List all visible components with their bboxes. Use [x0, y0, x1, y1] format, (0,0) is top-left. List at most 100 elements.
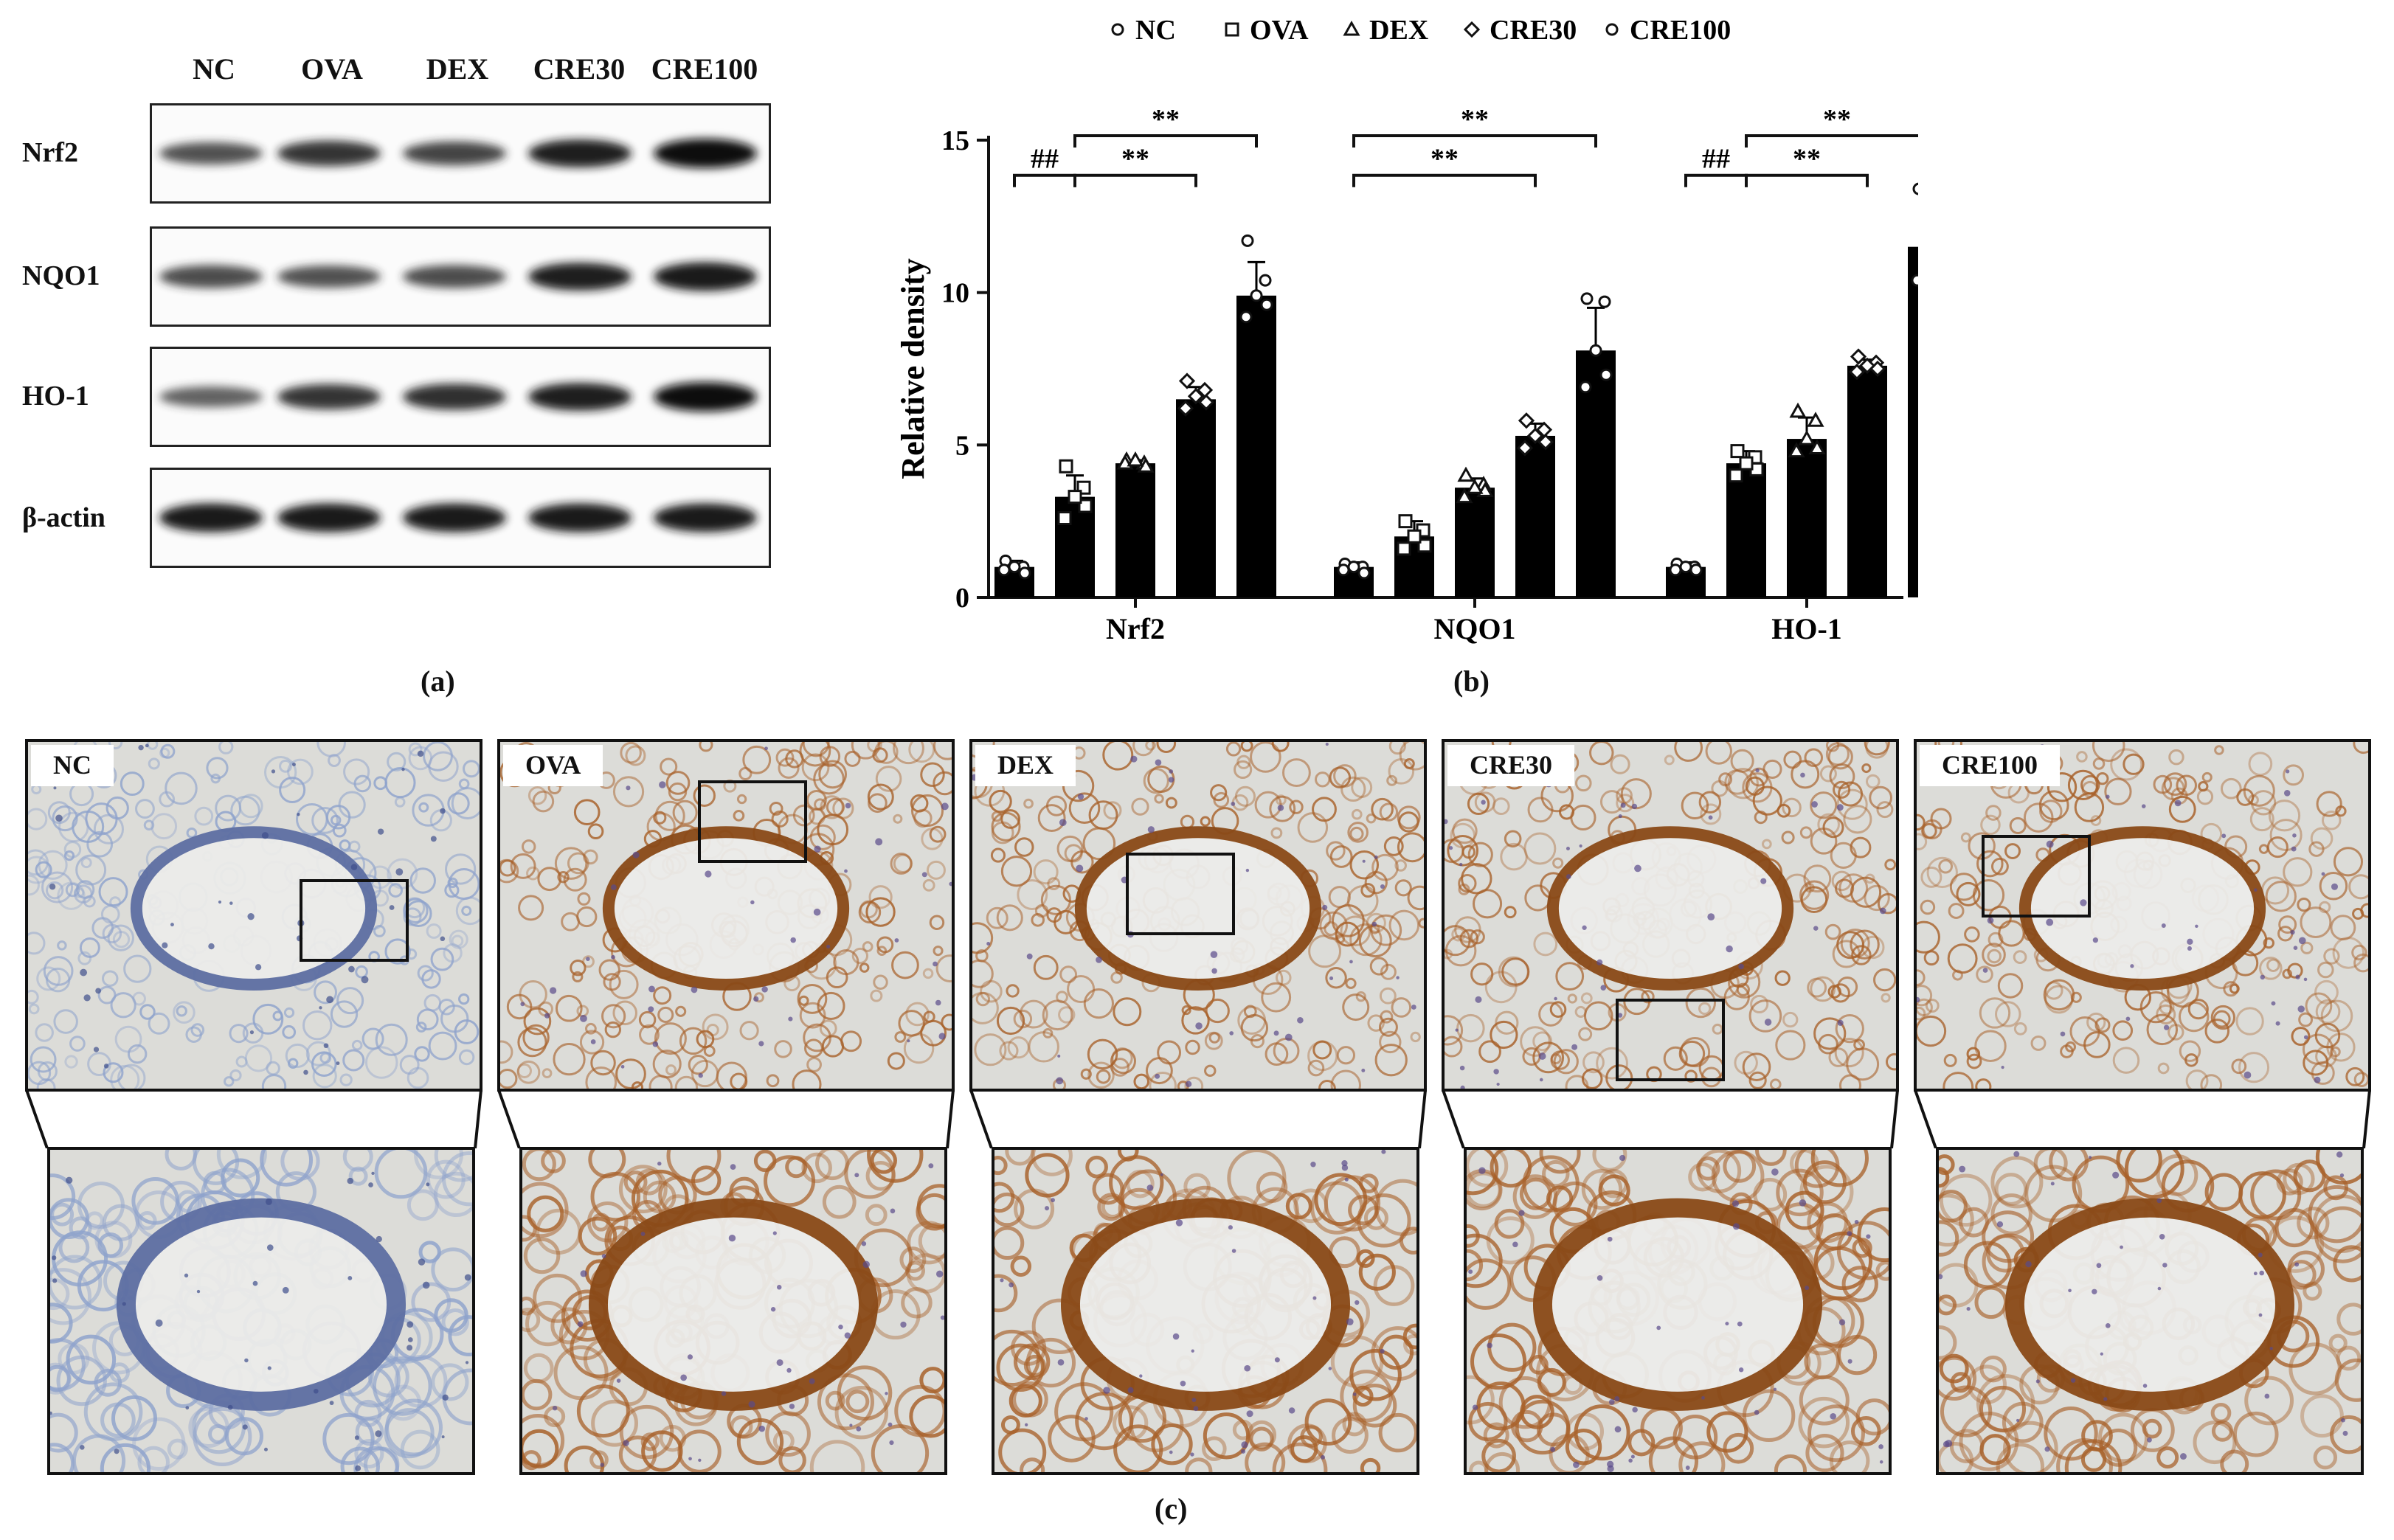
data-point	[1111, 23, 1124, 36]
blot-label-beta-actin: β-actin	[22, 502, 105, 533]
data-point	[1518, 412, 1535, 429]
ihc-group-label: CRE100	[1920, 745, 2061, 786]
blot-band	[403, 141, 506, 166]
data-point	[1398, 514, 1413, 529]
bar	[1847, 365, 1887, 597]
data-point	[1850, 348, 1867, 365]
data-point	[1337, 563, 1350, 577]
data-point	[1526, 427, 1544, 445]
legend-entry: DEX	[1343, 15, 1428, 46]
data-point	[1798, 430, 1816, 445]
bar	[1176, 399, 1216, 597]
data-point	[1347, 561, 1360, 574]
ihc-group-label: DEX	[975, 745, 1076, 786]
zoom-connector	[1914, 1090, 2371, 1148]
data-point	[1225, 22, 1239, 37]
blot-label-nqo1: NQO1	[22, 260, 100, 291]
lane-label-cre100: CRE100	[651, 52, 758, 86]
zoom-region-box	[698, 780, 807, 863]
significance-bracket: **	[1352, 144, 1537, 187]
data-point	[1537, 434, 1554, 451]
blot-band	[159, 503, 263, 533]
data-point	[1259, 274, 1272, 287]
data-point	[1807, 412, 1824, 427]
data-point	[1789, 402, 1807, 418]
blot-band	[654, 503, 757, 533]
zoom-region-box	[1982, 835, 2091, 918]
legend-entry: OVA	[1225, 15, 1309, 46]
data-point	[1466, 479, 1484, 494]
data-point	[1599, 368, 1613, 381]
significance-bracket: **	[1073, 104, 1258, 148]
significance-label: **	[1121, 144, 1149, 175]
significance-bracket: **	[1073, 144, 1197, 187]
data-point	[1059, 459, 1073, 474]
blot-band	[528, 263, 632, 291]
zoom-region-box	[300, 879, 409, 962]
legend-label: DEX	[1369, 15, 1428, 46]
ihc-overview-image: CRE100	[1914, 739, 2371, 1092]
data-point	[1197, 394, 1215, 411]
data-point	[1250, 289, 1263, 302]
data-point	[1669, 563, 1682, 577]
ihc-overview-image: OVA	[497, 739, 955, 1092]
legend-entry: NC	[1111, 15, 1176, 46]
data-point	[1343, 20, 1360, 36]
category-label: Nrf2	[1106, 612, 1165, 645]
data-point	[1457, 466, 1475, 482]
data-point	[1078, 499, 1093, 513]
significance-label: ##	[1031, 144, 1059, 175]
panel-letter-b: (b)	[1453, 665, 1490, 698]
significance-bracket: ##	[1684, 144, 1748, 187]
significance-bracket: **	[1745, 144, 1869, 187]
blot-strip-nqo1	[150, 226, 771, 327]
blot-label-ho1: HO-1	[22, 381, 89, 412]
blot-band	[403, 384, 506, 410]
lane-label-cre30: CRE30	[533, 52, 626, 86]
ihc-group-label: NC	[31, 745, 114, 786]
ihc-overview-image: NC	[25, 739, 482, 1092]
blot-band	[403, 503, 506, 533]
data-point	[1605, 23, 1619, 36]
blot-band	[528, 383, 632, 411]
legend-label: OVA	[1250, 15, 1309, 46]
blot-band	[654, 382, 757, 412]
data-point	[1579, 381, 1592, 394]
blot-band	[277, 140, 381, 167]
data-point	[1357, 566, 1371, 580]
legend-label: CRE30	[1490, 15, 1577, 46]
data-point	[1068, 490, 1082, 504]
data-point	[1018, 566, 1031, 580]
y-tick-label: 5	[955, 430, 969, 461]
legend-entry: CRE100	[1605, 15, 1731, 46]
blot-band	[654, 262, 757, 291]
data-point	[1187, 388, 1205, 405]
ihc-zoom-image	[519, 1147, 947, 1475]
bar	[1908, 246, 1918, 597]
ihc-overview-image: CRE30	[1442, 739, 1899, 1092]
zoom-connector	[497, 1090, 955, 1148]
data-point	[1260, 298, 1273, 311]
data-point	[1848, 364, 1866, 381]
blot-band	[277, 384, 381, 410]
bar	[1787, 439, 1827, 597]
blot-strip-beta-actin	[150, 468, 771, 568]
data-point	[1178, 372, 1196, 389]
blot-band	[159, 386, 263, 407]
zoom-connector	[1442, 1090, 1899, 1148]
significance-label: **	[1430, 144, 1459, 175]
y-tick-label: 0	[955, 583, 969, 614]
data-point	[1788, 442, 1805, 458]
blot-label-nrf2: Nrf2	[22, 137, 78, 168]
ihc-zoom-image	[47, 1147, 475, 1475]
data-point	[1241, 234, 1254, 247]
bar	[1236, 295, 1276, 597]
data-point	[1127, 451, 1144, 467]
ihc-overview-image: DEX	[969, 739, 1427, 1092]
data-point	[1739, 456, 1754, 471]
category-label: NQO1	[1433, 612, 1515, 645]
data-point	[1463, 21, 1481, 38]
data-point	[1397, 541, 1411, 556]
y-tick-label: 10	[941, 278, 969, 309]
